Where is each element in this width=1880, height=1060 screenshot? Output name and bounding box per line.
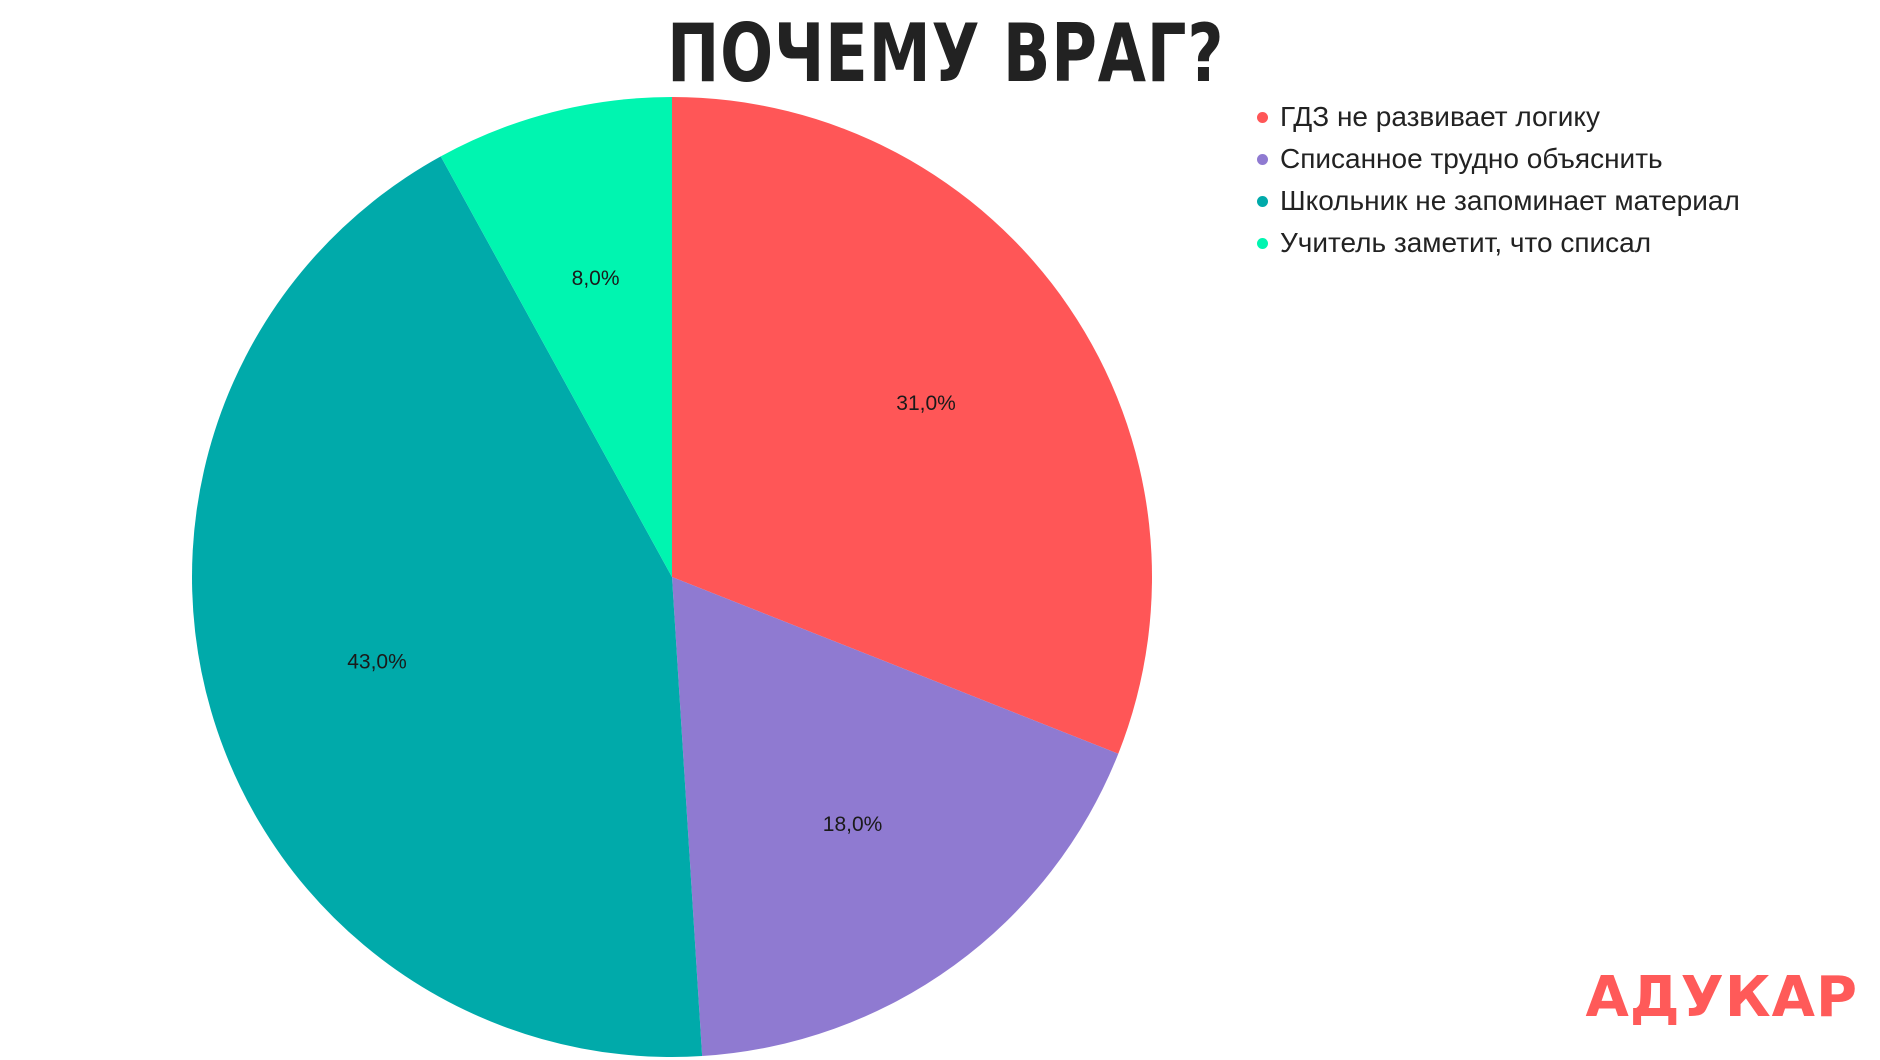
legend-label: Школьник не запоминает материал [1280, 185, 1740, 216]
brand-logo: АДУКАР [1585, 965, 1858, 1030]
legend-label: ГДЗ не развивает логику [1280, 101, 1600, 132]
pie-labels: 31,0% 18,0% 43,0% 8,0% [347, 267, 956, 836]
legend-item-4: Учитель заметит, что списал [1257, 222, 1857, 264]
pie-slice-3 [191, 156, 703, 1057]
legend-label: Учитель заметит, что списал [1280, 227, 1652, 258]
pie-slices [191, 97, 1153, 1057]
legend-marker-dot-icon [1257, 153, 1268, 165]
legend-marker-dot-icon [1257, 195, 1268, 207]
slice-value-label-2: 18,0% [823, 813, 883, 836]
legend-marker-dot-icon [1257, 237, 1268, 249]
slice-value-label-3: 43,0% [347, 650, 407, 673]
pie-slice-1 [672, 97, 1153, 754]
legend-item-3: Школьник не запоминает материал [1257, 180, 1857, 222]
pie-slice-4 [440, 97, 672, 577]
pie-slice-2 [672, 577, 1119, 1057]
slice-value-label-1: 31,0% [896, 392, 956, 415]
legend: ГДЗ не развивает логику Списанное трудно … [1257, 96, 1857, 264]
legend-marker-dot-icon [1257, 111, 1268, 123]
legend-label: Списанное трудно объяснить [1280, 143, 1663, 174]
chart-title: ПОЧЕМУ ВРАГ? [667, 7, 1225, 100]
legend-item-1: ГДЗ не развивает логику [1257, 96, 1857, 138]
legend-item-2: Списанное трудно объяснить [1257, 138, 1857, 180]
slice-value-label-4: 8,0% [572, 267, 620, 290]
